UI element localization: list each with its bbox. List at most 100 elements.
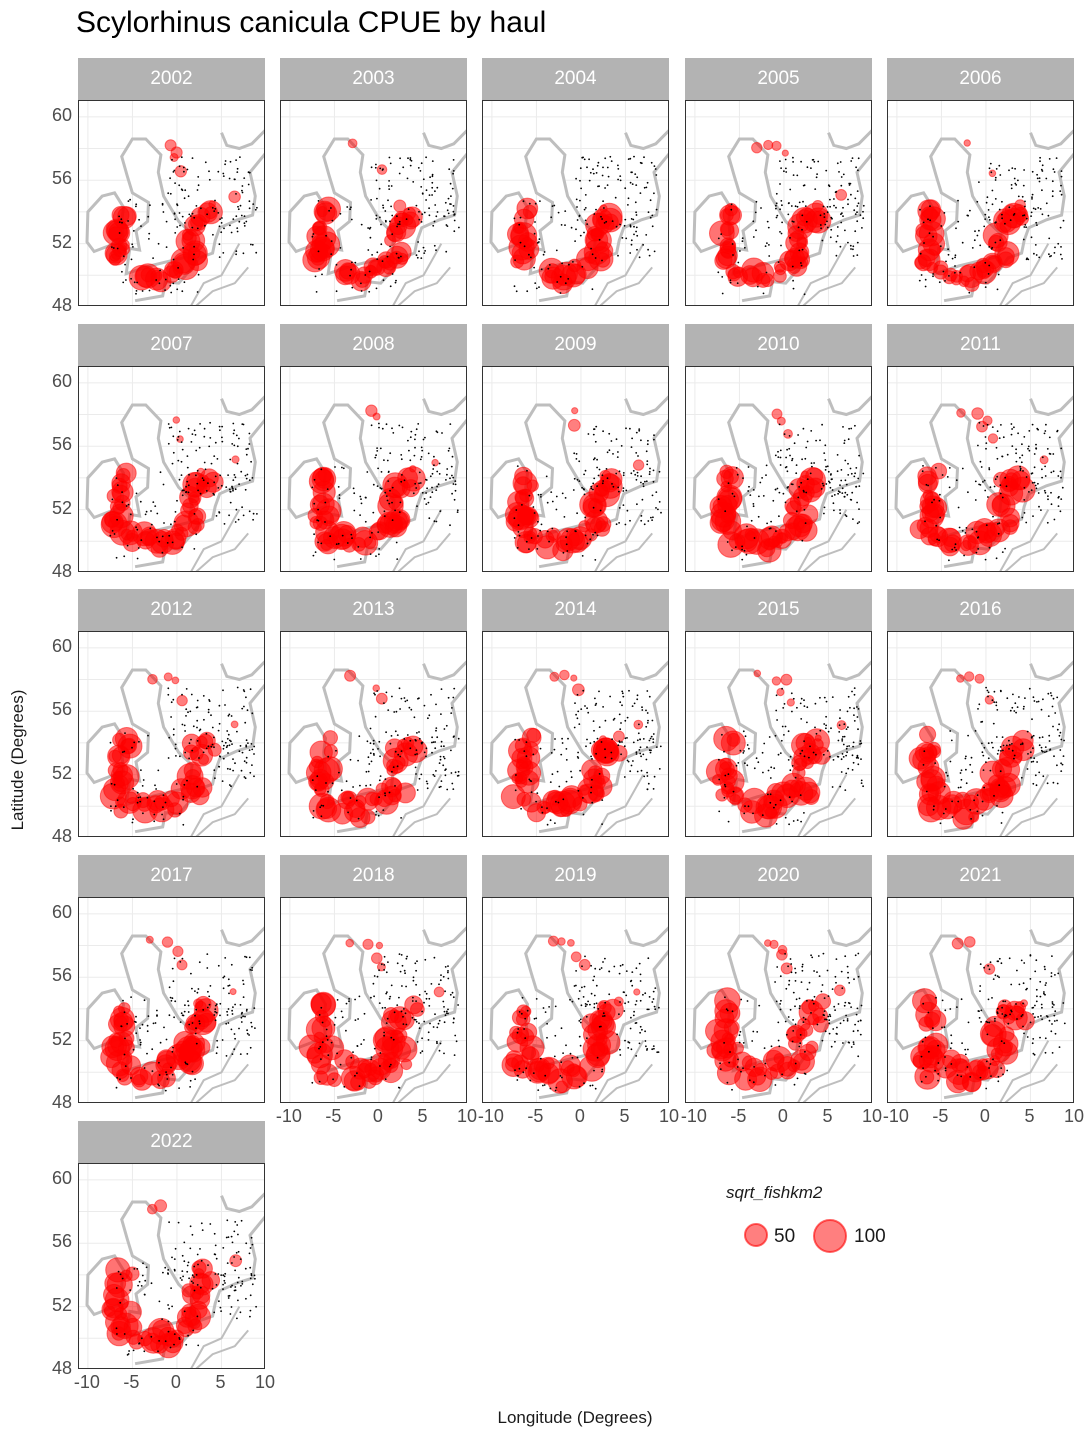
haul-point xyxy=(791,1040,794,1043)
haul-point xyxy=(724,785,727,788)
haul-point xyxy=(225,746,228,749)
haul-point xyxy=(218,755,221,758)
haul-point xyxy=(768,527,771,530)
haul-point xyxy=(1046,521,1049,524)
haul-point xyxy=(619,175,622,177)
haul-point xyxy=(1004,476,1007,479)
haul-point xyxy=(181,448,184,451)
haul-point xyxy=(984,286,987,288)
haul-point xyxy=(987,964,989,967)
haul-point xyxy=(646,775,649,777)
haul-point xyxy=(244,1015,246,1018)
haul-point xyxy=(723,783,726,786)
haul-point xyxy=(439,758,442,761)
haul-point xyxy=(187,711,189,714)
haul-point xyxy=(978,421,981,424)
haul-point xyxy=(516,1079,519,1081)
haul-point xyxy=(955,549,957,551)
haul-point xyxy=(403,969,406,972)
haul-point xyxy=(560,753,563,756)
haul-point xyxy=(420,221,423,223)
haul-point xyxy=(1044,475,1047,477)
haul-point xyxy=(458,226,460,229)
haul-point xyxy=(184,751,187,754)
haul-point xyxy=(726,1081,729,1084)
haul-point xyxy=(401,426,404,429)
haul-point xyxy=(774,454,777,457)
haul-point xyxy=(842,735,844,738)
haul-point xyxy=(441,432,443,434)
haul-point xyxy=(181,957,184,960)
haul-point xyxy=(203,461,206,464)
haul-point xyxy=(605,220,608,223)
map-panel xyxy=(78,100,265,306)
haul-point xyxy=(987,757,990,760)
haul-point xyxy=(653,192,655,195)
haul-point xyxy=(428,214,431,217)
cpue-bubble xyxy=(781,149,789,157)
haul-point xyxy=(721,276,724,278)
haul-point xyxy=(518,534,521,537)
haul-point xyxy=(384,792,386,795)
haul-point xyxy=(161,551,164,554)
haul-point xyxy=(1002,436,1005,439)
haul-point xyxy=(851,157,854,159)
haul-point xyxy=(803,293,806,296)
haul-point xyxy=(424,990,426,993)
haul-point xyxy=(423,498,426,500)
haul-point xyxy=(1001,1006,1003,1009)
haul-point xyxy=(920,1055,923,1058)
haul-point xyxy=(405,957,408,960)
haul-point xyxy=(778,515,780,518)
haul-point xyxy=(789,769,792,772)
haul-point xyxy=(1009,219,1012,221)
haul-point xyxy=(186,779,188,782)
haul-point xyxy=(573,477,576,480)
haul-point xyxy=(844,479,847,482)
haul-point xyxy=(383,955,386,958)
haul-point xyxy=(321,273,323,276)
haul-point xyxy=(932,273,934,275)
haul-point xyxy=(984,213,987,216)
haul-point xyxy=(1016,706,1019,708)
haul-point xyxy=(227,714,230,717)
haul-point xyxy=(364,520,367,523)
haul-point xyxy=(1011,167,1014,169)
haul-point xyxy=(412,996,414,999)
haul-point xyxy=(787,965,789,968)
map-svg xyxy=(79,101,264,305)
haul-point xyxy=(742,730,745,733)
haul-point xyxy=(1025,988,1027,991)
haul-point xyxy=(820,227,822,230)
haul-point xyxy=(951,548,954,551)
haul-point xyxy=(197,489,199,492)
haul-point xyxy=(429,1022,431,1025)
coastline xyxy=(220,129,264,151)
haul-point xyxy=(747,805,750,808)
cpue-bubble xyxy=(171,676,180,685)
haul-point xyxy=(597,185,599,188)
haul-point xyxy=(1030,236,1033,239)
haul-point xyxy=(829,755,831,758)
haul-point xyxy=(789,755,792,758)
haul-point xyxy=(538,241,540,243)
haul-point xyxy=(718,778,721,781)
haul-point xyxy=(167,757,170,759)
haul-point xyxy=(231,487,234,489)
haul-point xyxy=(804,205,807,207)
haul-point xyxy=(860,782,863,784)
haul-point xyxy=(795,998,798,1001)
haul-point xyxy=(449,182,452,185)
haul-point xyxy=(793,1083,796,1086)
haul-point xyxy=(386,459,389,462)
haul-point xyxy=(447,212,450,215)
cpue-bubble xyxy=(968,1059,986,1077)
haul-point xyxy=(592,172,595,175)
haul-point xyxy=(1026,730,1029,733)
haul-point xyxy=(189,710,192,713)
haul-point xyxy=(195,533,198,536)
haul-point xyxy=(572,261,574,263)
haul-point xyxy=(640,515,643,517)
haul-point xyxy=(1053,171,1056,173)
haul-point xyxy=(382,206,385,209)
